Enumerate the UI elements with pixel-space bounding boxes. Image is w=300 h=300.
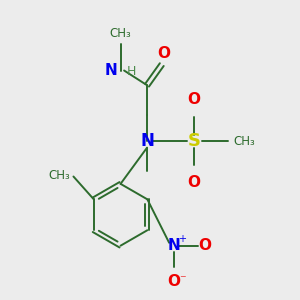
Text: O: O (188, 92, 201, 107)
Text: O: O (157, 46, 170, 61)
Text: +: + (178, 234, 186, 244)
Text: N: N (140, 132, 154, 150)
Text: N: N (167, 238, 180, 253)
Text: CH₃: CH₃ (233, 135, 255, 148)
Text: O: O (198, 238, 211, 253)
Text: ⁻: ⁻ (179, 273, 186, 286)
Text: H: H (127, 65, 136, 79)
Text: N: N (104, 63, 117, 78)
Text: O: O (188, 175, 201, 190)
Text: S: S (188, 132, 201, 150)
Text: CH₃: CH₃ (110, 28, 131, 40)
Text: CH₃: CH₃ (48, 169, 70, 182)
Text: O: O (167, 274, 180, 289)
